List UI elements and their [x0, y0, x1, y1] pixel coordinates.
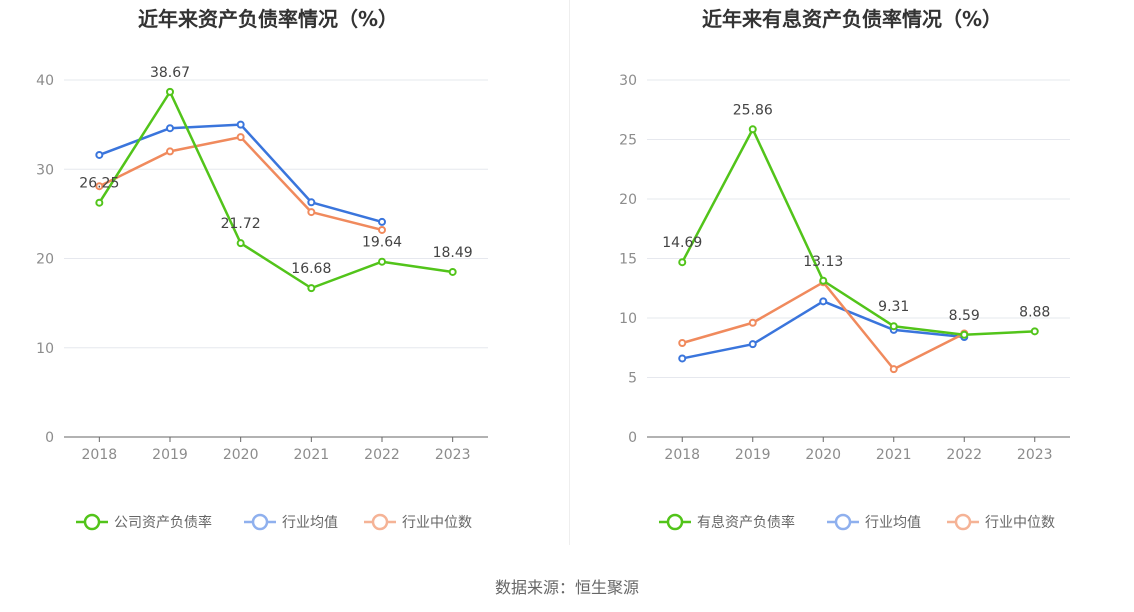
data-source-note: 数据来源：恒生聚源 [0, 574, 1134, 598]
legend-marker [956, 515, 970, 529]
data-point-industry_median[interactable] [308, 209, 314, 215]
data-point-company[interactable] [679, 259, 685, 265]
series-line-company [682, 129, 1035, 335]
y-tick-label: 20 [36, 252, 54, 268]
chart-title: 近年来资产负债率情况（%） [138, 7, 398, 31]
data-label: 19.64 [362, 235, 402, 251]
data-point-company[interactable] [1032, 328, 1038, 334]
data-label: 13.13 [803, 254, 843, 270]
legend-marker [85, 515, 99, 529]
y-tick-label: 0 [45, 430, 54, 446]
data-point-industry_avg[interactable] [167, 125, 173, 131]
data-point-company[interactable] [308, 285, 314, 291]
x-tick-label: 2023 [435, 447, 471, 463]
x-tick-label: 2021 [294, 447, 330, 463]
data-point-industry_median[interactable] [167, 148, 173, 154]
legend-item-industry_avg[interactable]: 行业均值 [244, 515, 338, 531]
data-point-industry_avg[interactable] [96, 152, 102, 158]
y-tick-label: 40 [36, 73, 54, 89]
x-tick-label: 2019 [735, 447, 771, 463]
data-point-company[interactable] [750, 126, 756, 132]
legend-label: 行业中位数 [402, 515, 472, 531]
data-point-industry_avg[interactable] [679, 355, 685, 361]
y-tick-label: 5 [628, 371, 637, 387]
x-tick-label: 2020 [805, 447, 841, 463]
data-point-company[interactable] [238, 240, 244, 246]
data-label: 25.86 [733, 102, 773, 118]
data-point-industry_avg[interactable] [308, 199, 314, 205]
x-tick-label: 2020 [223, 447, 259, 463]
y-tick-label: 30 [619, 73, 637, 89]
legend-item-industry_median[interactable]: 行业中位数 [947, 515, 1055, 531]
y-tick-label: 25 [619, 133, 637, 149]
data-point-industry_median[interactable] [379, 227, 385, 233]
data-label: 16.68 [291, 261, 331, 277]
data-label: 9.31 [878, 299, 909, 315]
x-tick-label: 2019 [152, 447, 188, 463]
data-label: 14.69 [662, 235, 702, 251]
y-tick-label: 10 [36, 341, 54, 357]
y-tick-label: 30 [36, 162, 54, 178]
data-label: 18.49 [433, 245, 473, 261]
data-point-industry_avg[interactable] [820, 298, 826, 304]
legend-marker [253, 515, 267, 529]
data-point-industry_median[interactable] [891, 366, 897, 372]
y-tick-label: 0 [628, 430, 637, 446]
chart-title: 近年来有息资产负债率情况（%） [702, 7, 1002, 31]
legend-label: 有息资产负债率 [697, 514, 795, 531]
right-chart-interest-bearing-liability-ratio: 近年来有息资产负债率情况（%） 0 5 10 15 20 25 30 2018 2019 2020… [570, 0, 1134, 560]
legend-item-industry_avg[interactable]: 行业均值 [827, 515, 921, 531]
y-tick-label: 20 [619, 192, 637, 208]
data-point-industry_avg[interactable] [750, 341, 756, 347]
legend-label: 公司资产负债率 [114, 514, 212, 531]
legend-label: 行业均值 [865, 515, 921, 531]
y-tick-label: 10 [619, 311, 637, 327]
data-point-industry_median[interactable] [238, 134, 244, 140]
data-point-industry_median[interactable] [750, 320, 756, 326]
legend-label: 行业均值 [282, 515, 338, 531]
x-tick-label: 2021 [876, 447, 912, 463]
x-tick-label: 2022 [364, 447, 400, 463]
series-line-industry_median [682, 282, 964, 369]
legend-marker [836, 515, 850, 529]
x-tick-label: 2018 [664, 447, 700, 463]
y-tick-label: 15 [619, 252, 637, 268]
data-point-company[interactable] [820, 278, 826, 284]
legend-marker [373, 515, 387, 529]
data-point-company[interactable] [379, 259, 385, 265]
data-point-industry_median[interactable] [679, 340, 685, 346]
data-point-company[interactable] [96, 200, 102, 206]
data-label: 21.72 [221, 216, 261, 232]
left-chart-liability-ratio: 近年来资产负债率情况（%） 0 10 20 30 40 2018 2019 2020 2021 2… [0, 0, 570, 560]
x-tick-label: 2023 [1017, 447, 1053, 463]
data-point-company[interactable] [167, 89, 173, 95]
legend-marker [668, 515, 682, 529]
x-tick-label: 2018 [82, 447, 118, 463]
x-tick-label: 2022 [946, 447, 982, 463]
data-point-company[interactable] [961, 332, 967, 338]
data-point-industry_avg[interactable] [379, 219, 385, 225]
data-label: 26.25 [79, 176, 119, 192]
data-point-company[interactable] [450, 269, 456, 275]
legend-label: 行业中位数 [985, 515, 1055, 531]
data-label: 8.88 [1019, 304, 1050, 320]
data-label: 8.59 [949, 308, 980, 324]
data-point-industry_avg[interactable] [238, 122, 244, 128]
legend-item-company[interactable]: 公司资产负债率 [76, 514, 212, 531]
data-label: 38.67 [150, 65, 190, 81]
legend-item-industry_median[interactable]: 行业中位数 [364, 515, 472, 531]
data-point-company[interactable] [891, 323, 897, 329]
legend-item-company[interactable]: 有息资产负债率 [659, 514, 795, 531]
